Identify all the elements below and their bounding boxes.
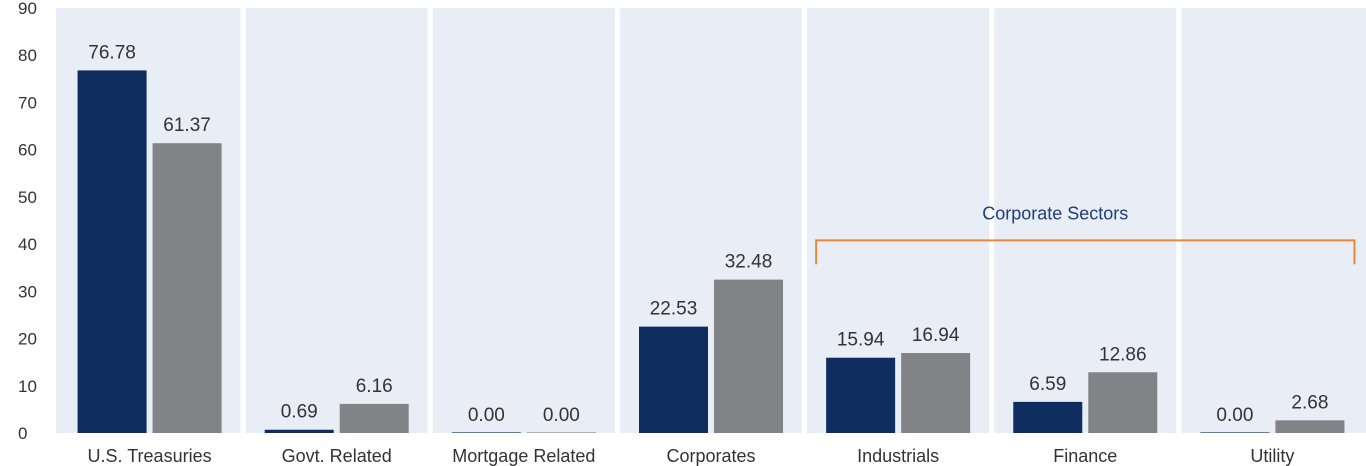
category-label-industrials: Industrials — [857, 446, 939, 466]
data-label-corporates-series-1: 22.53 — [650, 299, 698, 320]
panel-mortgage-related — [432, 8, 615, 433]
data-label-mortgage-related-series-2: 0.00 — [543, 405, 580, 426]
category-label-corporates: Corporates — [666, 446, 755, 466]
bar-series — [77, 70, 1345, 434]
y-tick-label: 80 — [18, 46, 37, 65]
data-label-u-s-treasuries-series-1: 76.78 — [88, 42, 136, 63]
bar-utility-series-2 — [1275, 420, 1345, 433]
panel-govt-related — [245, 8, 428, 433]
bar-mortgage-related-series-1 — [451, 432, 521, 433]
data-label-industrials-series-1: 15.94 — [837, 330, 885, 351]
bar-mortgage-related-series-2 — [526, 432, 596, 433]
bar-govt-related-series-2 — [339, 403, 409, 433]
annotation-bracket — [815, 239, 1356, 265]
bar-corporates-series-2 — [714, 279, 783, 433]
x-axis: U.S. Treasuries Govt. Related Mortgage Rel… — [88, 446, 1295, 466]
data-label-finance-series-1: 6.59 — [1029, 374, 1066, 395]
y-tick-label: 60 — [18, 141, 37, 160]
panel-finance — [994, 8, 1177, 433]
panel-utility — [1181, 8, 1366, 433]
bar-finance-series-1 — [1013, 401, 1083, 433]
category-label-govt-related: Govt. Related — [282, 446, 392, 466]
y-tick-label: 70 — [18, 93, 37, 112]
data-label-govt-related-series-2: 6.16 — [356, 376, 393, 397]
data-label-corporates-series-2: 32.48 — [725, 252, 773, 273]
y-tick-label: 90 — [18, 0, 37, 18]
bar-industrials-series-1 — [826, 357, 896, 433]
data-label-utility-series-2: 2.68 — [1291, 392, 1328, 413]
data-label-finance-series-2: 12.86 — [1099, 344, 1147, 365]
bar-corporates-series-1 — [639, 326, 708, 433]
category-label-utility: Utility — [1250, 446, 1294, 466]
y-tick-label: 20 — [18, 330, 37, 349]
annotation-label: Corporate Sectors — [982, 203, 1128, 223]
bar-u-s-treasuries-series-2 — [152, 143, 222, 434]
y-tick-label: 10 — [18, 377, 37, 396]
data-label-utility-series-1: 0.00 — [1216, 405, 1253, 426]
y-tick-label: 30 — [18, 282, 37, 301]
data-labels: 76.78 61.37 0.69 6.16 0.00 0.00 22.53 32.48 15.9… — [88, 42, 1328, 426]
data-label-govt-related-series-1: 0.69 — [281, 402, 318, 423]
data-label-u-s-treasuries-series-2: 61.37 — [163, 115, 211, 136]
bar-industrials-series-2 — [901, 353, 971, 433]
y-axis: 0 10 20 30 40 50 60 70 80 90 — [18, 0, 37, 443]
corporate-sectors-annotation: Corporate Sectors — [815, 203, 1356, 265]
bar-finance-series-2 — [1088, 372, 1158, 433]
category-label-finance: Finance — [1053, 446, 1117, 466]
category-label-mortgage-related: Mortgage Related — [452, 446, 595, 466]
bar-utility-series-1 — [1200, 432, 1270, 433]
bar-govt-related-series-1 — [264, 429, 334, 433]
y-tick-label: 0 — [18, 424, 27, 443]
y-tick-label: 50 — [18, 188, 37, 207]
category-panels — [56, 8, 1366, 433]
category-label-u-s-treasuries: U.S. Treasuries — [88, 446, 212, 466]
bar-u-s-treasuries-series-1 — [77, 70, 147, 433]
y-tick-label: 40 — [18, 235, 37, 254]
data-label-mortgage-related-series-1: 0.00 — [468, 405, 505, 426]
data-label-industrials-series-2: 16.94 — [912, 325, 960, 346]
